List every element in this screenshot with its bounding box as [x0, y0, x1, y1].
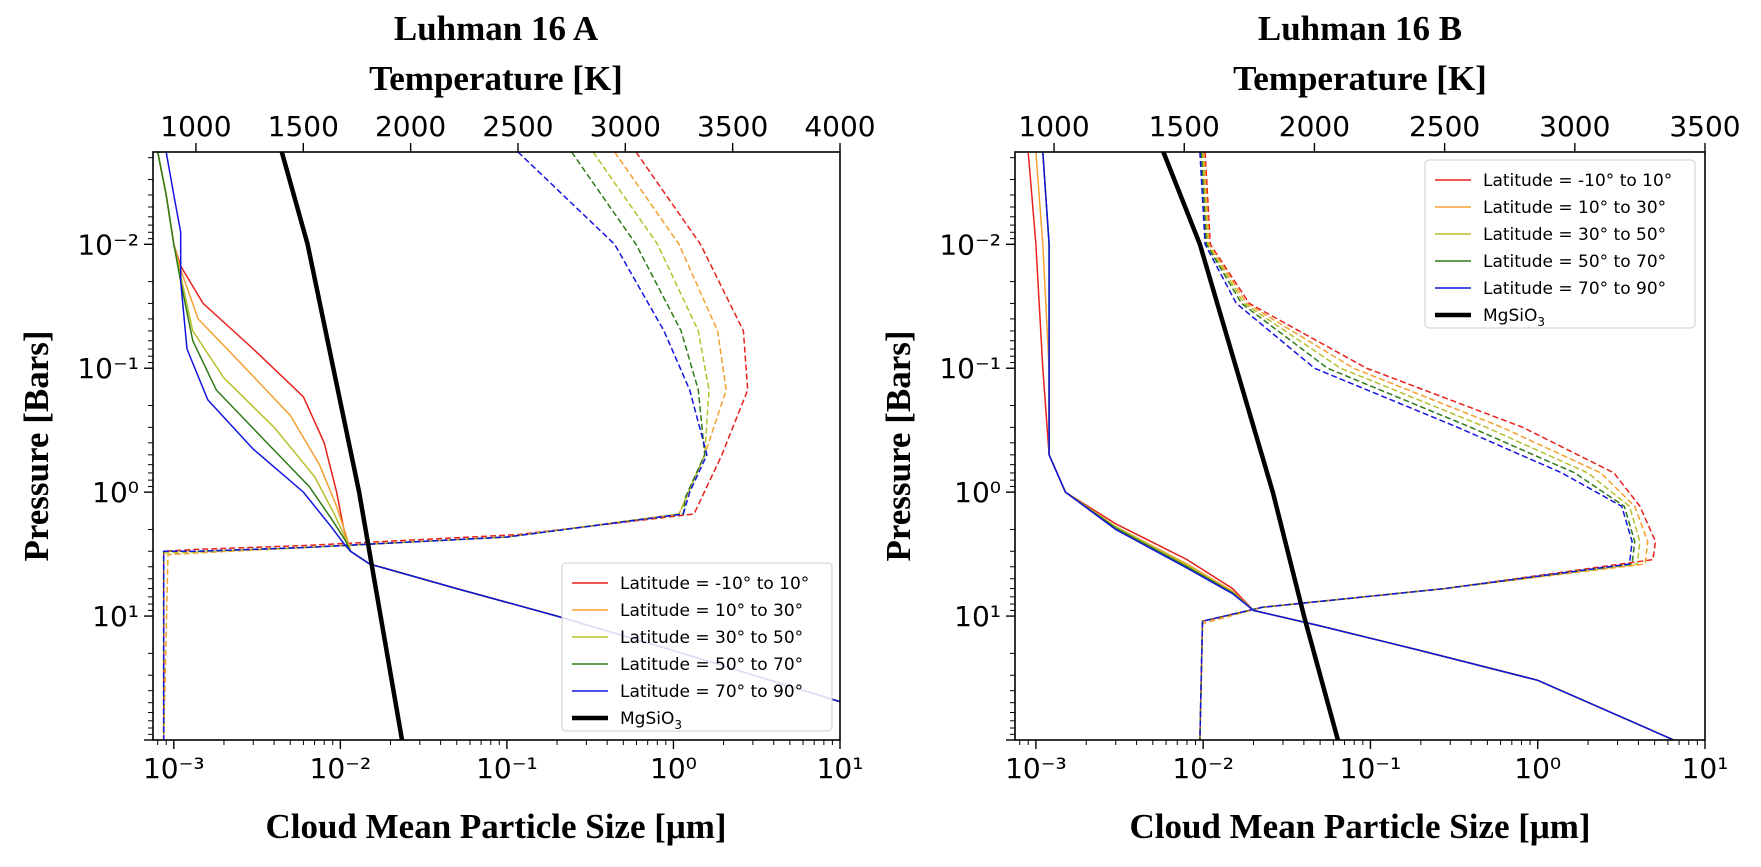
y-axis-title: Pressure [Bars]: [17, 330, 56, 561]
x-tick-label: 10⁰: [650, 752, 697, 785]
x-axis-title: Cloud Mean Particle Size [μm]: [265, 807, 726, 846]
data-lines: [156, 152, 840, 740]
legend-box: [561, 562, 833, 732]
y-tick-label: 10¹: [954, 600, 1001, 633]
top-axis-tick-label: 3500: [697, 110, 768, 143]
chart-panel-b: Luhman 16 B Temperature [K] Cloud Mean Par…: [879, 9, 1741, 846]
legend-label-mgsio3-sub: 3: [674, 718, 682, 732]
x-tick-label: 10¹: [817, 752, 864, 785]
top-axis-title: Temperature [K]: [1233, 59, 1487, 98]
top-axis-tick-label: 4000: [804, 110, 875, 143]
plot-frame: [1014, 151, 1706, 741]
x-tick-label: 10⁻¹: [476, 752, 538, 785]
legend: Latitude = -10° to 10° Latitude = 10° to …: [1424, 159, 1696, 329]
top-axis-tick-label: 1000: [1018, 110, 1089, 143]
mgsio3-condensation-line: [279, 152, 405, 740]
y-tick-label: 10⁰: [92, 476, 139, 509]
legend-label-mgsio3-base: MgSiO: [620, 709, 674, 729]
legend-label: Latitude = 70° to 90°: [620, 682, 803, 702]
legend-label-mgsio3-base: MgSiO: [1483, 306, 1537, 326]
x-tick-label: 10⁻³: [1005, 752, 1067, 785]
legend-label: Latitude = 50° to 70°: [620, 655, 803, 675]
legend-label: Latitude = 10° to 30°: [620, 601, 803, 621]
legend-box: [1424, 159, 1696, 329]
y-tick-label: 10⁻²: [77, 228, 139, 261]
legend-label-mgsio3-sub: 3: [1537, 315, 1545, 329]
top-axis-tick-label: 1000: [160, 110, 231, 143]
legend-label: Latitude = 30° to 50°: [620, 628, 803, 648]
x-tick-label: 10⁻²: [1172, 752, 1234, 785]
legend-label: Latitude = 50° to 70°: [1483, 252, 1666, 272]
y-tick-label: 10¹: [92, 600, 139, 633]
legend-label: Latitude = 30° to 50°: [1483, 225, 1666, 245]
legend: Latitude = -10° to 10° Latitude = 10° to …: [561, 562, 833, 732]
top-axis-tick-label: 1500: [268, 110, 339, 143]
x-tick-label: 10⁻²: [310, 752, 372, 785]
temperature-profile-line: [162, 152, 708, 740]
top-axis-tick-label: 2000: [1279, 110, 1350, 143]
top-axis-title: Temperature [K]: [369, 59, 623, 98]
y-tick-label: 10⁰: [954, 476, 1001, 509]
x-tick-label: 10¹: [1682, 752, 1729, 785]
mgsio3-condensation-line: [1161, 152, 1341, 740]
y-tick-label: 10⁻¹: [939, 352, 1001, 385]
chart-title: Luhman 16 A: [394, 9, 599, 48]
chart-title: Luhman 16 B: [1258, 9, 1462, 48]
plot-frame: [152, 151, 841, 741]
particle-size-line: [165, 152, 840, 703]
legend-label: Latitude = -10° to 10°: [1483, 171, 1672, 191]
top-axis-tick-label: 3000: [1539, 110, 1610, 143]
y-tick-label: 10⁻¹: [77, 352, 139, 385]
x-tick-label: 10⁻¹: [1340, 752, 1402, 785]
legend-label: Latitude = 70° to 90°: [1483, 279, 1666, 299]
legend-label-mgsio3: MgSiO3: [1483, 306, 1545, 329]
top-axis-tick-label: 2000: [375, 110, 446, 143]
x-axis-title: Cloud Mean Particle Size [μm]: [1129, 807, 1590, 846]
x-tick-label: 10⁻³: [143, 752, 205, 785]
legend-label: Latitude = -10° to 10°: [620, 574, 809, 594]
legend-label-mgsio3: MgSiO3: [620, 709, 682, 732]
top-axis-tick-label: 3500: [1669, 110, 1740, 143]
temperature-profile-line: [1199, 152, 1633, 740]
temperature-profile-line: [162, 152, 749, 740]
data-lines: [1027, 152, 1675, 740]
y-tick-label: 10⁻²: [939, 228, 1001, 261]
chart-panel-a: Luhman 16 A Temperature [K] Cloud Mean Par…: [17, 9, 876, 846]
particle-size-line: [1042, 152, 1675, 740]
top-axis-tick-label: 2500: [482, 110, 553, 143]
x-tick-label: 10⁰: [1514, 752, 1561, 785]
top-axis-tick-label: 1500: [1149, 110, 1220, 143]
legend-label: Latitude = 10° to 30°: [1483, 198, 1666, 218]
top-axis-tick-label: 2500: [1409, 110, 1480, 143]
y-axis-title: Pressure [Bars]: [879, 330, 918, 561]
top-axis-tick-label: 3000: [590, 110, 661, 143]
